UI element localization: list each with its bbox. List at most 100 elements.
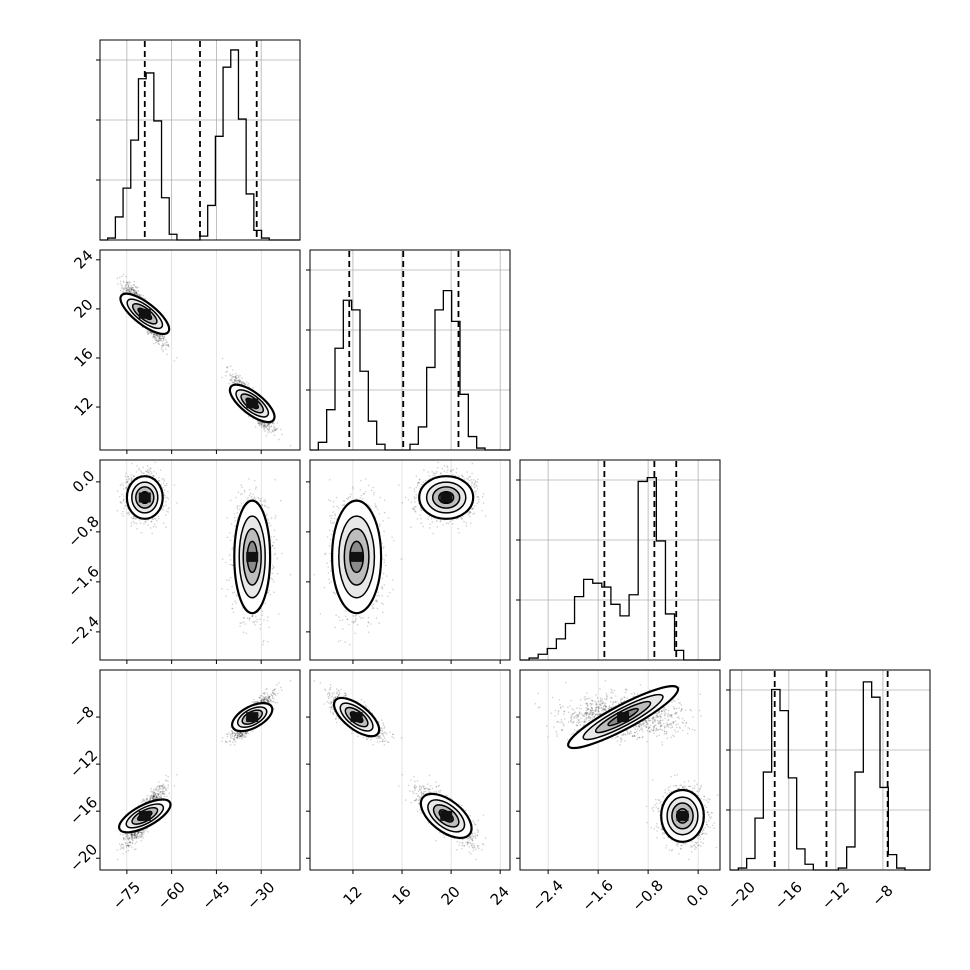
scatter-point [267,518,269,520]
scatter-point [165,344,167,347]
scatter-point [155,526,157,528]
scatter-point [233,379,236,381]
scatter-point [118,276,121,279]
scatter-point [127,286,130,289]
scatter-point [123,287,125,289]
scatter-point [237,379,239,382]
scatter-point [263,426,265,428]
scatter-point [136,465,138,467]
scatter-point [176,357,178,359]
scatter-point [243,382,245,385]
scatter-point [162,344,164,347]
scatter-point [232,611,235,614]
scatter-point [168,507,170,509]
scatter-point [145,470,147,472]
scatter-point [270,536,272,538]
scatter-point [267,423,270,426]
scatter-point [231,378,233,380]
scatter-point [152,525,155,528]
scatter-point [264,424,267,426]
scatter-point [133,284,135,287]
scatter-point [133,475,135,478]
scatter-point [127,475,129,478]
scatter-point [125,275,127,278]
scatter-point [122,484,124,487]
scatter-point [270,425,273,427]
scatter-point [150,472,153,475]
scatter-point [263,422,266,425]
scatter-point [239,381,241,383]
scatter-point [231,373,234,376]
scatter-point [127,289,130,292]
scatter-point [263,619,265,621]
scatter-point [274,429,277,431]
scatter-point [163,339,165,342]
scatter-point [124,286,127,288]
scatter-point [130,288,133,291]
scatter-point [135,292,138,295]
scatter-point [228,382,230,385]
scatter-point [276,427,279,430]
scatter-point [270,517,273,520]
scatter-point [273,429,276,432]
scatter-point [128,290,131,293]
scatter-point [267,432,269,434]
scatter-point [139,295,141,297]
scatter-point [162,509,164,511]
scatter-point [276,572,279,575]
scatter-point [261,423,263,425]
scatter-point [155,333,158,336]
scatter-point [273,428,275,430]
scatter-point [125,505,127,507]
scatter-point [162,336,164,339]
scatter-point [248,385,250,388]
scatter-point [147,332,150,334]
scatter-point [128,290,131,293]
scatter-point [234,382,236,385]
scatter-point [122,510,124,513]
scatter-point [129,291,131,294]
scatter-point [126,481,128,483]
scatter-point [253,496,256,499]
scatter-point [124,475,127,478]
scatter-point [229,563,232,566]
scatter-point [254,498,257,500]
scatter-point [261,425,263,427]
scatter-point [161,337,163,340]
scatter-point [130,287,132,289]
scatter-point [265,434,268,437]
scatter-point [232,381,234,384]
scatter-point [278,438,280,441]
scatter-point [119,501,122,504]
scatter-point [159,339,161,341]
scatter-point [148,469,151,472]
scatter-point [149,331,151,334]
scatter-point [121,513,123,515]
scatter-point [165,339,167,341]
scatter-point [229,373,231,375]
scatter-point [160,339,162,341]
scatter-point [165,484,168,487]
scatter-point [167,511,169,513]
scatter-point [221,376,223,379]
scatter-point [119,283,122,285]
scatter-point [234,379,236,381]
scatter-point [149,474,151,476]
scatter-point [269,593,271,596]
scatter-point [122,495,125,497]
scatter-point [260,424,263,426]
scatter-point [271,422,274,425]
scatter-point [132,289,135,291]
scatter-point [150,520,153,523]
scatter-point [259,422,261,424]
scatter-point [159,337,161,340]
scatter-point [154,461,156,464]
scatter-point [161,335,164,337]
scatter-point [167,344,169,347]
scatter-point [226,370,228,373]
scatter-point [257,422,260,424]
scatter-point [239,374,241,377]
scatter-point [146,471,149,473]
scatter-point [161,334,163,337]
scatter-point [125,289,128,292]
